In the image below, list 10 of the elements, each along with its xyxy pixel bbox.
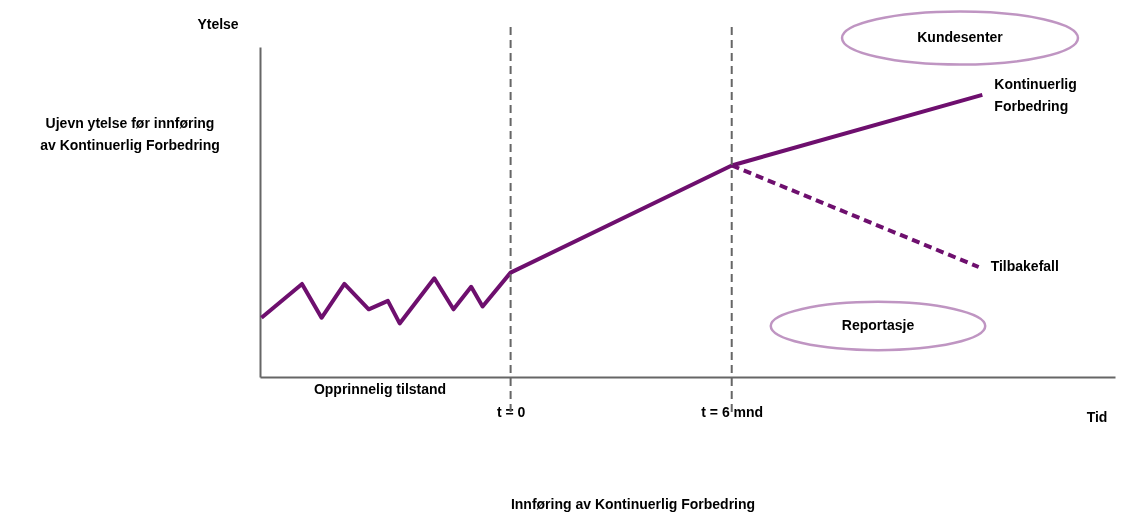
text: Ujevn ytelse før innføring av Kontinuerlig Forbedring [40, 115, 220, 153]
text: Kundesenter [917, 29, 1004, 45]
series-label: Kontinuerlig Forbedring [994, 75, 1077, 114]
x-axis-title: Tid [1086, 409, 1108, 425]
series-label: Tilbakefall [990, 258, 1059, 274]
text: Opprinnelig tilstand [313, 381, 447, 397]
y-axis-title: Ytelse [197, 16, 239, 32]
x-tick-label: t = 6 mnd [701, 403, 764, 420]
annotation: Reportasje [841, 317, 915, 333]
text: Innføring av Kontinuerlig Forbedring [510, 496, 756, 512]
